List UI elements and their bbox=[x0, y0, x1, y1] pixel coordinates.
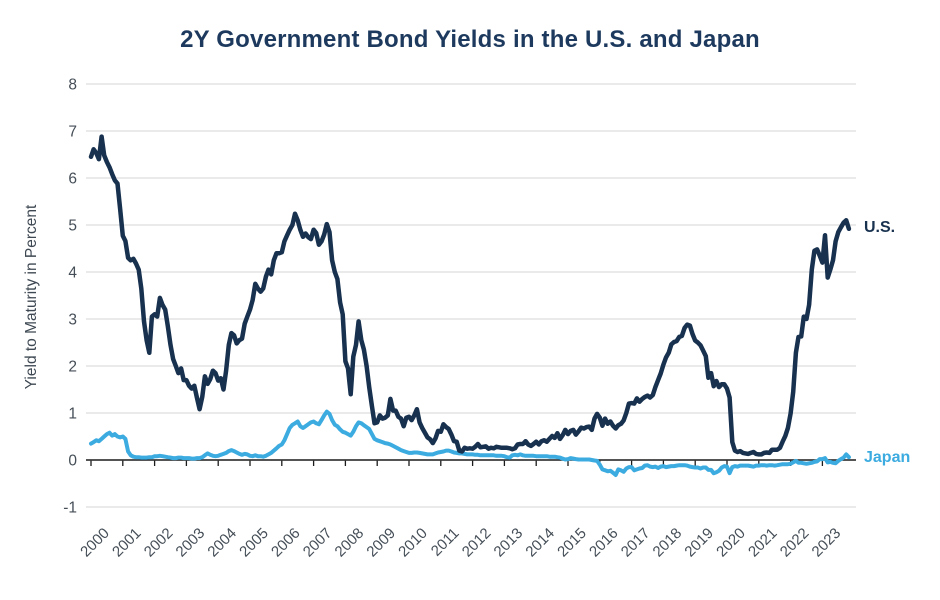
x-tick-label: 2015 bbox=[554, 525, 590, 561]
x-tick-label: 2017 bbox=[618, 525, 654, 561]
y-tick-label: 5 bbox=[68, 218, 77, 235]
x-tick-label: 2018 bbox=[650, 525, 686, 561]
series-line-japan bbox=[89, 409, 851, 477]
x-tick-label: 2004 bbox=[204, 525, 240, 561]
x-tick-label: 2022 bbox=[777, 525, 813, 561]
y-tick-label: 2 bbox=[68, 359, 77, 376]
x-tick-label: 2012 bbox=[459, 525, 495, 561]
x-tick-label: 2023 bbox=[809, 525, 845, 561]
series-label-us: U.S. bbox=[864, 219, 896, 236]
chart-title: 2Y Government Bond Yields in the U.S. an… bbox=[180, 26, 760, 53]
x-tick-label: 2005 bbox=[236, 525, 272, 561]
y-tick-label: 8 bbox=[68, 77, 77, 94]
x-tick-label: 2009 bbox=[363, 525, 399, 561]
x-tick-label: 2013 bbox=[491, 525, 527, 561]
x-tick-label: 2016 bbox=[586, 525, 622, 561]
x-tick-label: 2006 bbox=[268, 525, 304, 561]
y-tick-label: 4 bbox=[68, 265, 77, 282]
x-tick-label: 2011 bbox=[428, 525, 463, 560]
x-tick-label: 2021 bbox=[745, 525, 781, 561]
x-tick-label: 2007 bbox=[300, 525, 336, 561]
y-tick-label: 1 bbox=[68, 406, 77, 423]
y-tick-label: 7 bbox=[68, 124, 77, 141]
x-tick-label: 2002 bbox=[141, 525, 177, 561]
x-tick-label: 2020 bbox=[713, 525, 749, 561]
x-tick-label: 2010 bbox=[395, 525, 431, 561]
series-label-japan: Japan bbox=[864, 449, 911, 466]
y-tick-label: 6 bbox=[68, 171, 77, 188]
x-tick-label: 2019 bbox=[681, 525, 717, 561]
x-tick-label: 2014 bbox=[522, 525, 558, 561]
x-tick-label: 2001 bbox=[109, 525, 145, 561]
y-tick-label: 0 bbox=[68, 453, 77, 470]
x-tick-label: 2000 bbox=[77, 525, 113, 561]
x-tick-label: 2003 bbox=[173, 525, 209, 561]
y-tick-label: -1 bbox=[63, 500, 77, 517]
y-tick-label: 3 bbox=[68, 312, 77, 329]
series-line-us bbox=[88, 134, 852, 457]
x-tick-label: 2008 bbox=[332, 525, 368, 561]
